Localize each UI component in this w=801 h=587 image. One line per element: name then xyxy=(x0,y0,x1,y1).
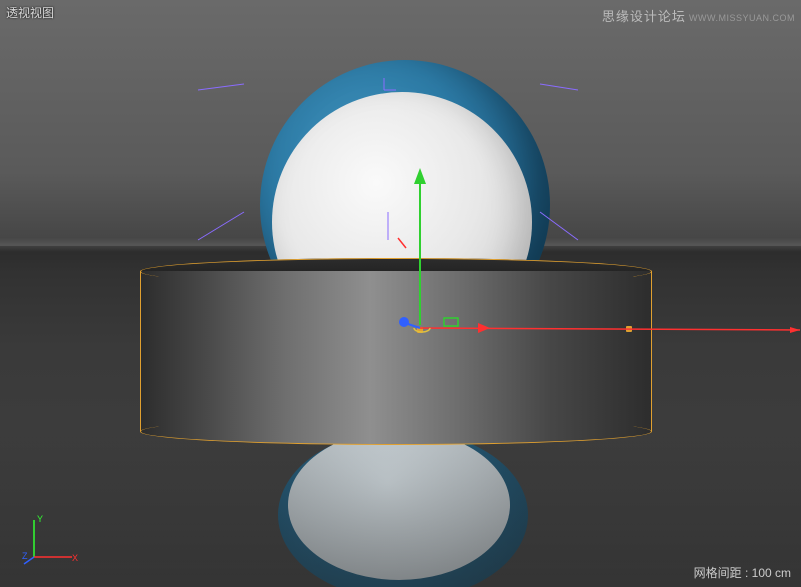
axis-y-label: Y xyxy=(37,514,43,524)
global-axis-icon: Y X Z xyxy=(22,512,82,567)
watermark-title: 思缘设计论坛 xyxy=(602,9,686,24)
floor-reflection-fade xyxy=(0,430,801,587)
axis-x-label: X xyxy=(72,553,78,563)
watermark: 思缘设计论坛 WWW.MISSYUAN.COM xyxy=(602,6,795,25)
viewport-label: 透视视图 xyxy=(6,4,54,21)
base-cylinder[interactable] xyxy=(140,271,652,431)
cylinder-bottom-edge xyxy=(140,418,652,445)
selection-handle[interactable] xyxy=(417,327,423,333)
grid-spacing-status: 网格间距 : 100 cm xyxy=(694,564,791,581)
perspective-viewport[interactable]: 透视视图 思缘设计论坛 WWW.MISSYUAN.COM 网格间距 : 100 … xyxy=(0,0,801,587)
watermark-url: WWW.MISSYUAN.COM xyxy=(689,13,795,23)
scene-3d[interactable] xyxy=(0,0,801,587)
axis-z-label: Z xyxy=(22,551,28,561)
selection-handle[interactable] xyxy=(626,326,632,332)
